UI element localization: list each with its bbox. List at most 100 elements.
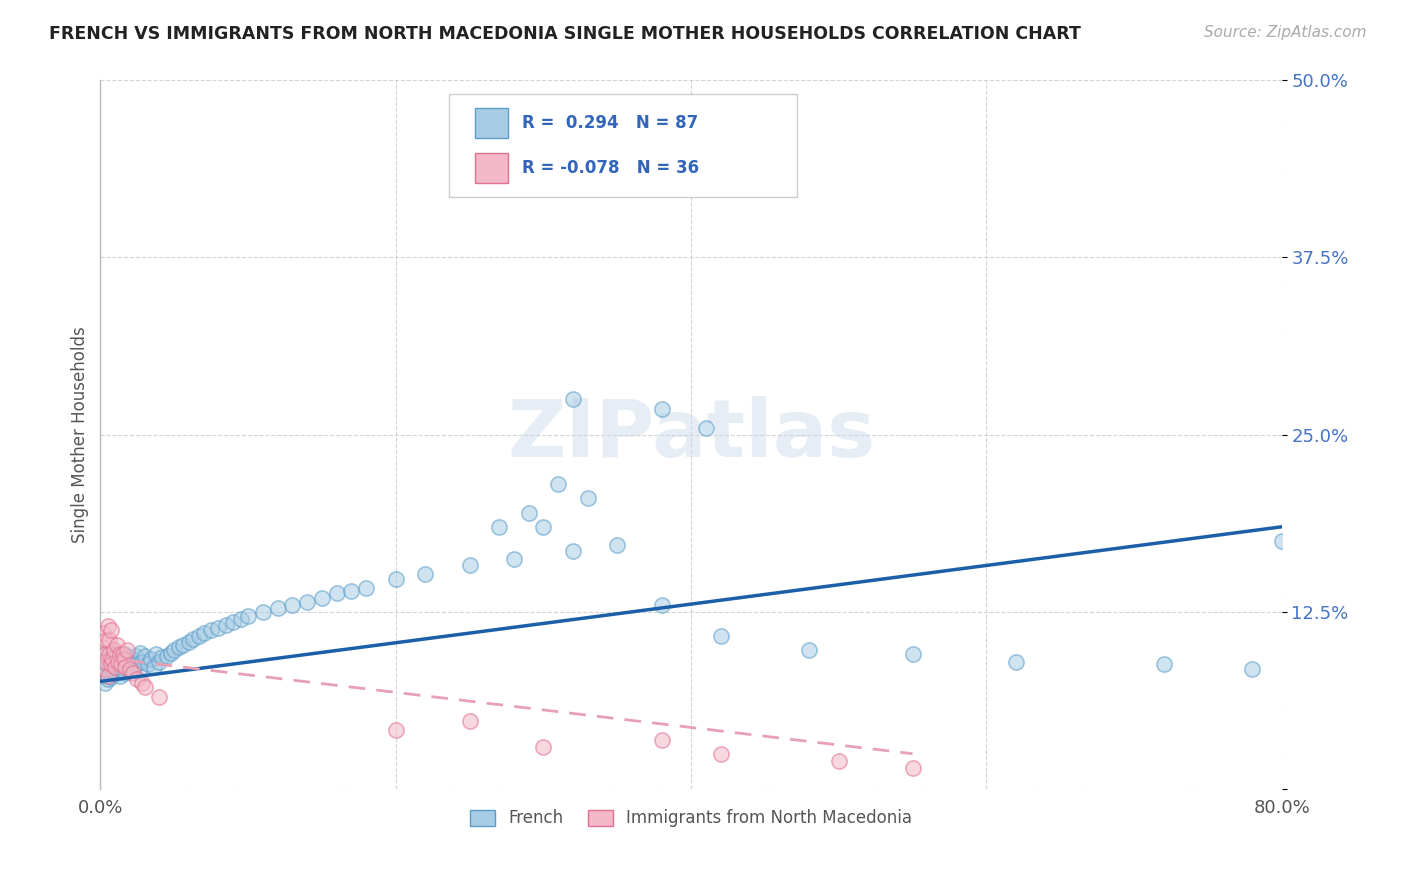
Point xyxy=(1005,655,1028,669)
Point xyxy=(340,583,363,598)
Point xyxy=(103,650,125,665)
Point xyxy=(547,477,569,491)
Point xyxy=(105,638,128,652)
Point xyxy=(108,669,131,683)
Point xyxy=(524,136,547,151)
Point xyxy=(163,643,186,657)
Point xyxy=(384,723,406,737)
Point xyxy=(828,754,851,768)
Point xyxy=(281,598,304,612)
Point xyxy=(94,676,117,690)
Point xyxy=(107,650,129,665)
Point xyxy=(167,640,190,655)
Point xyxy=(103,643,125,657)
Point xyxy=(561,392,583,406)
Text: R = -0.078   N = 36: R = -0.078 N = 36 xyxy=(522,159,699,177)
Point xyxy=(118,650,141,665)
Point xyxy=(111,648,134,662)
Point xyxy=(90,662,112,676)
Point xyxy=(110,648,132,663)
Point xyxy=(134,680,156,694)
Point xyxy=(128,665,150,679)
Point xyxy=(156,648,179,663)
Legend: French, Immigrants from North Macedonia: French, Immigrants from North Macedonia xyxy=(463,803,920,834)
Point xyxy=(91,669,114,683)
Point xyxy=(901,648,924,662)
Point xyxy=(295,595,318,609)
Point xyxy=(97,669,120,683)
Point xyxy=(150,650,173,665)
Point xyxy=(215,617,238,632)
Point xyxy=(96,665,118,680)
Point xyxy=(118,662,141,676)
Bar xyxy=(475,153,508,183)
Point xyxy=(183,632,205,646)
FancyBboxPatch shape xyxy=(449,95,797,197)
Point xyxy=(606,538,628,552)
Point xyxy=(110,660,132,674)
Point xyxy=(115,655,138,669)
Point xyxy=(94,662,117,676)
Point xyxy=(413,566,436,581)
Point xyxy=(229,612,252,626)
Point xyxy=(98,648,121,663)
Point xyxy=(94,648,117,662)
Point xyxy=(105,665,128,680)
Text: ZIPatlas: ZIPatlas xyxy=(508,395,875,474)
Point xyxy=(121,653,143,667)
Point xyxy=(103,667,125,681)
Point xyxy=(112,657,135,672)
Point xyxy=(94,648,117,662)
Point xyxy=(1271,533,1294,548)
Point xyxy=(127,656,149,670)
Point xyxy=(172,638,194,652)
Bar xyxy=(475,108,508,138)
Point xyxy=(111,665,134,679)
Point xyxy=(650,732,672,747)
Point xyxy=(97,672,120,686)
Point xyxy=(115,643,138,657)
Point xyxy=(91,626,114,640)
Point xyxy=(108,648,131,662)
Point xyxy=(97,619,120,633)
Point xyxy=(200,624,222,638)
Point xyxy=(96,657,118,672)
Point xyxy=(107,655,129,669)
Point xyxy=(131,655,153,669)
Y-axis label: Single Mother Households: Single Mother Households xyxy=(72,326,89,543)
Point xyxy=(222,615,245,629)
Point xyxy=(160,646,183,660)
Point xyxy=(145,648,167,662)
Point xyxy=(108,653,131,667)
Point xyxy=(104,660,127,674)
Point xyxy=(98,648,121,662)
Text: Source: ZipAtlas.com: Source: ZipAtlas.com xyxy=(1204,25,1367,40)
Point xyxy=(901,761,924,775)
Point xyxy=(101,663,124,677)
Point xyxy=(266,600,288,615)
Point xyxy=(97,651,120,665)
Point xyxy=(105,655,128,669)
Point xyxy=(502,552,524,566)
Point xyxy=(98,660,121,674)
Point xyxy=(325,586,347,600)
Point xyxy=(100,653,122,667)
Point xyxy=(799,643,821,657)
Point xyxy=(458,558,481,573)
Text: FRENCH VS IMMIGRANTS FROM NORTH MACEDONIA SINGLE MOTHER HOUSEHOLDS CORRELATION C: FRENCH VS IMMIGRANTS FROM NORTH MACEDONI… xyxy=(49,25,1081,43)
Point xyxy=(561,544,583,558)
Point xyxy=(104,648,127,662)
Point xyxy=(112,651,135,665)
Point xyxy=(100,657,122,672)
Point xyxy=(142,660,165,674)
Point xyxy=(650,598,672,612)
Point xyxy=(134,648,156,663)
Point xyxy=(96,655,118,669)
Point xyxy=(129,646,152,660)
Point xyxy=(114,660,136,674)
Point xyxy=(695,420,717,434)
Point xyxy=(188,629,211,643)
Point xyxy=(112,648,135,662)
Point xyxy=(100,670,122,684)
Point xyxy=(117,662,139,676)
